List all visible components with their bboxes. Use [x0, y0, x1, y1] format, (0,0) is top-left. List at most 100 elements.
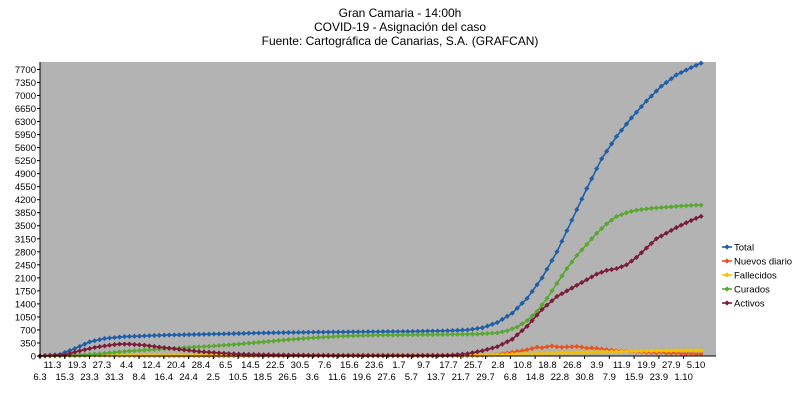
data-point [186, 347, 192, 354]
data-point [345, 352, 351, 358]
data-point [589, 345, 595, 351]
x-tick-label: 8.4 [132, 372, 145, 383]
data-point [564, 228, 570, 234]
y-tick-label: 3500 [15, 221, 36, 232]
data-point [146, 343, 152, 349]
legend-marker [724, 244, 730, 250]
data-point [554, 249, 560, 255]
data-point [599, 225, 605, 232]
data-point [395, 332, 401, 338]
data-point [544, 295, 550, 301]
data-point [499, 341, 505, 347]
data-point [266, 330, 272, 336]
data-point [519, 300, 525, 306]
x-tick-label: 27.6 [377, 372, 396, 383]
data-point [474, 325, 481, 332]
data-point [365, 332, 371, 338]
x-tick-label: 23.9 [650, 372, 669, 383]
y-tick-label: 6300 [15, 117, 36, 128]
data-point [653, 88, 659, 94]
data-point [350, 333, 356, 339]
y-tick-label: 4550 [15, 182, 36, 193]
data-point [151, 346, 157, 353]
data-point [121, 334, 128, 340]
data-point [494, 330, 500, 336]
data-point [116, 352, 123, 358]
data-point [430, 352, 436, 358]
plot-area [40, 62, 716, 356]
data-point [256, 339, 262, 345]
data-point [420, 328, 426, 334]
data-point [151, 352, 157, 358]
legend-marker [724, 300, 730, 306]
data-point [693, 202, 699, 208]
legend-label: Fallecidos [734, 271, 777, 282]
data-point [698, 202, 704, 208]
data-point [350, 352, 356, 358]
data-point [390, 332, 396, 338]
data-point [126, 348, 133, 354]
data-point [196, 344, 202, 350]
data-point [653, 205, 659, 211]
data-point [171, 332, 177, 338]
data-point [87, 339, 93, 345]
x-tick-label: 3.9 [590, 360, 603, 371]
data-point [360, 332, 366, 339]
data-point [440, 331, 446, 338]
data-point [529, 318, 535, 324]
data-point [514, 348, 520, 355]
data-point [415, 352, 421, 359]
x-tick-label: 14.8 [526, 372, 545, 383]
data-point [131, 341, 138, 348]
x-tick-label: 6.5 [219, 360, 232, 371]
data-point [609, 349, 615, 355]
data-point [599, 349, 605, 355]
data-point [618, 211, 625, 218]
data-point [325, 352, 331, 358]
data-point [271, 338, 277, 344]
data-point [256, 330, 262, 336]
data-point [469, 331, 476, 337]
data-point [146, 347, 152, 353]
data-point [315, 329, 321, 335]
x-tick-label: 18.5 [254, 372, 273, 383]
data-point [102, 335, 108, 342]
data-point [380, 329, 386, 335]
data-point [474, 352, 481, 358]
x-tick-label: 3.6 [306, 372, 319, 383]
data-point [559, 291, 565, 297]
x-tick-label: 9.7 [417, 360, 430, 371]
y-tick-label: 4200 [15, 195, 36, 206]
data-point [623, 121, 630, 127]
data-point [102, 350, 108, 356]
data-point [668, 76, 674, 82]
data-point [425, 332, 431, 338]
data-point [579, 196, 585, 202]
data-point [435, 328, 441, 334]
data-point [146, 352, 152, 358]
data-point [698, 60, 704, 66]
data-point [335, 333, 341, 339]
data-point [385, 332, 391, 338]
data-point [648, 240, 654, 247]
data-point [648, 205, 654, 211]
data-point [678, 203, 684, 209]
data-point [440, 352, 446, 358]
y-tick-label: 0 [31, 352, 36, 363]
data-point [638, 206, 645, 213]
data-point [415, 332, 421, 338]
data-point [673, 203, 679, 209]
data-point [275, 352, 282, 358]
data-point [494, 319, 500, 326]
x-tick-label: 15.9 [625, 372, 644, 383]
y-tick-label: 2800 [15, 247, 36, 258]
data-point [524, 323, 530, 329]
y-tick-label: 7000 [15, 91, 36, 102]
data-point [469, 350, 476, 356]
data-point [141, 333, 147, 339]
data-point [489, 330, 495, 336]
data-point [628, 258, 635, 264]
y-tick-label: 2100 [15, 273, 36, 284]
y-tick-label: 5950 [15, 130, 36, 141]
data-point [201, 352, 207, 358]
